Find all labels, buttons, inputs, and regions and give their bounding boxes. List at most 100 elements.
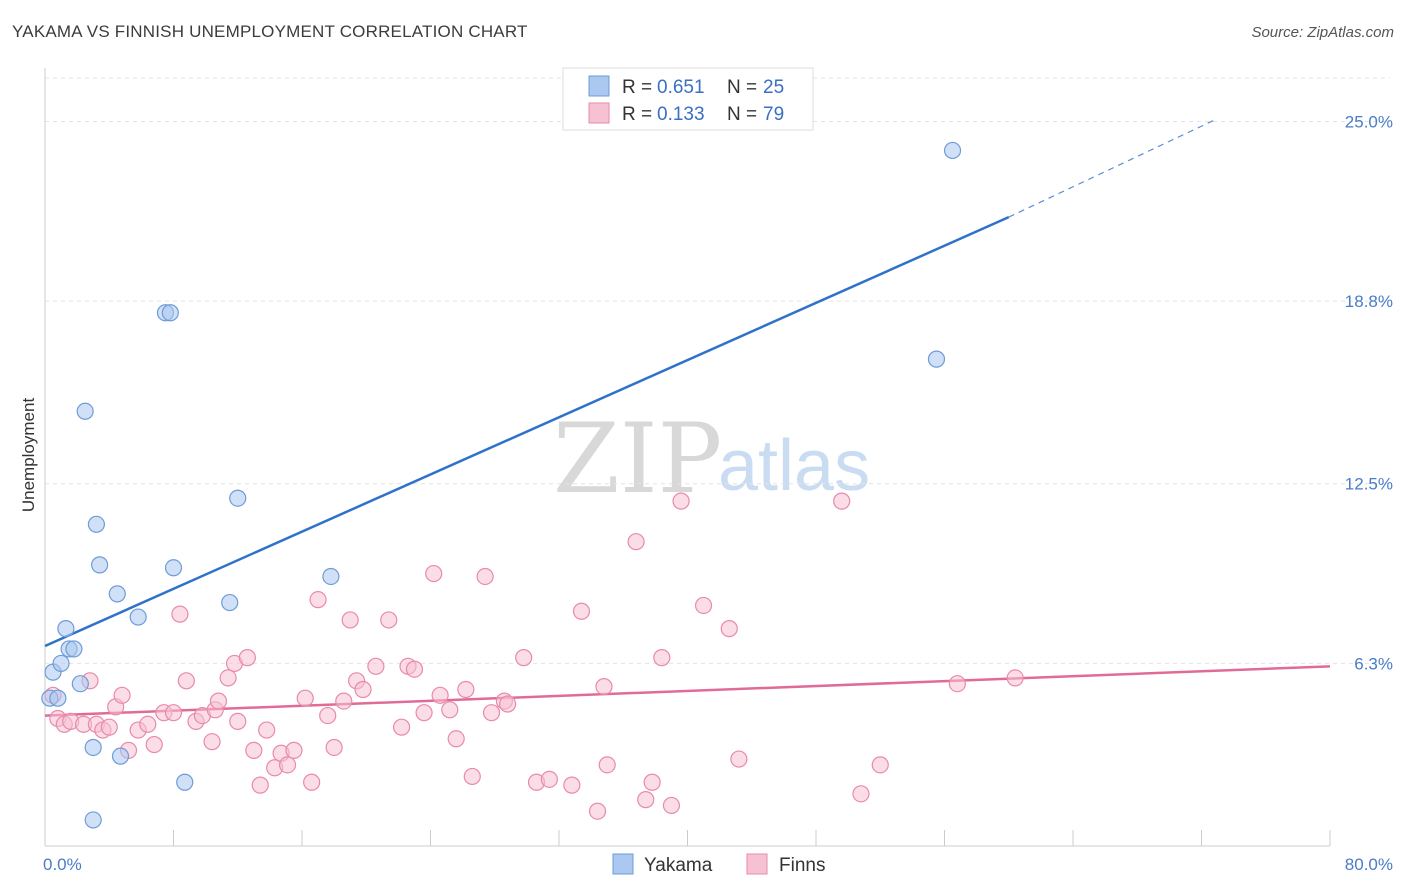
finns-point [258, 721, 276, 739]
yakama-point [129, 608, 147, 626]
watermark-atlas: atlas [718, 426, 870, 506]
finns-point [285, 741, 303, 759]
yakama-point [76, 402, 94, 420]
yakama-point [322, 567, 340, 586]
x-tick-labels: 0.0% 80.0% [43, 855, 1393, 874]
legend-r-label-yakama: R = [622, 77, 652, 98]
data-points [41, 141, 1024, 829]
finns-point [303, 773, 321, 791]
yakama-point [49, 689, 67, 707]
bottom-legend-label-finns: Finns [779, 855, 825, 876]
yakama-point [108, 585, 126, 603]
finns-point [572, 602, 591, 620]
finns-point [627, 533, 645, 551]
yakama-point [87, 515, 106, 533]
legend-n-value-yakama: 25 [763, 77, 784, 98]
finns-point [653, 649, 671, 667]
finns-point [852, 785, 870, 803]
yakama-point [943, 141, 962, 160]
bottom-legend-swatch-yakama [612, 853, 634, 875]
y-tick-label: 25.0% [1345, 112, 1393, 131]
finns-point [694, 596, 713, 615]
finns-point [219, 669, 237, 687]
legend-n-value-finns: 79 [763, 104, 784, 125]
finns-point [431, 686, 449, 704]
yakama-point [161, 304, 179, 322]
y-tick-label: 12.5% [1345, 475, 1393, 494]
legend-n-label-yakama: N = [727, 77, 757, 98]
y-axis-label: Unemployment [19, 398, 38, 513]
x-tick-label-max: 80.0% [1345, 855, 1393, 874]
finns-point [251, 776, 269, 794]
finns-point [100, 718, 118, 736]
grid-lines [45, 77, 1390, 664]
finns-point [643, 773, 661, 791]
yakama-point [221, 593, 239, 612]
yakama-point [111, 747, 130, 765]
legend-n-label-finns: N = [727, 104, 757, 125]
finns-point [335, 692, 353, 710]
finns-point [871, 756, 889, 774]
finns-point [730, 750, 748, 768]
y-tick-label: 6.3% [1354, 654, 1393, 673]
y-tick-label: 18.8% [1345, 292, 1393, 311]
finns-point [392, 718, 411, 736]
finns-point [354, 680, 372, 699]
finns-point [948, 675, 966, 693]
yakama-point [164, 559, 183, 577]
yakama-point [57, 620, 75, 638]
finns-point [405, 660, 424, 678]
finns-point [164, 704, 183, 722]
finns-point [598, 756, 616, 774]
finns-point [1006, 669, 1024, 687]
yakama-point [91, 556, 109, 574]
bottom-legend: Yakama Finns [612, 853, 825, 876]
yakama-point [65, 640, 83, 658]
trend-lines [44, 118, 1331, 717]
bottom-legend-label-yakama: Yakama [644, 855, 713, 876]
finns-point [113, 686, 131, 704]
top-legend: R = 0.651 N = 25 R = 0.133 N = 79 [562, 67, 814, 131]
finns-point [319, 706, 337, 725]
axes [44, 68, 1331, 847]
finns-point [203, 733, 221, 751]
finns-point [463, 767, 481, 786]
yakama-trend-extension [1008, 118, 1218, 218]
finns-point [672, 492, 690, 510]
finns-point [482, 704, 501, 722]
finns-point [177, 672, 195, 690]
yakama-point [927, 350, 946, 368]
finns-point [833, 492, 851, 510]
legend-swatch-finns [588, 102, 610, 124]
finns-point [367, 657, 385, 675]
finns-point [540, 770, 558, 788]
y-tick-labels: 6.3% 12.5% 18.8% 25.0% [1345, 112, 1393, 673]
finns-point [238, 649, 256, 667]
finns-point [341, 611, 359, 629]
finns-point [425, 564, 443, 583]
finns-point [441, 701, 459, 719]
yakama-point [229, 489, 247, 507]
finns-point [563, 776, 581, 794]
finns-point [499, 695, 517, 713]
finns-point [720, 620, 738, 638]
finns-point [245, 741, 263, 759]
finns-point [380, 611, 398, 629]
finns-trend-line [44, 665, 1331, 717]
chart-source: Source: ZipAtlas.com [1251, 24, 1394, 41]
finns-point [476, 567, 494, 586]
watermark: ZIP atlas [553, 403, 870, 515]
bottom-legend-swatch-finns [746, 853, 768, 875]
finns-point [637, 791, 655, 809]
finns-point [457, 680, 475, 699]
yakama-trend-line [44, 215, 1010, 648]
finns-point [415, 704, 433, 722]
finns-point [515, 649, 533, 667]
chart-title: YAKAMA VS FINNISH UNEMPLOYMENT CORRELATI… [12, 22, 528, 41]
legend-r-label-finns: R = [622, 104, 652, 125]
finns-point [447, 730, 465, 748]
finns-point [171, 605, 189, 623]
finns-point [309, 591, 327, 609]
finns-point [229, 712, 247, 730]
